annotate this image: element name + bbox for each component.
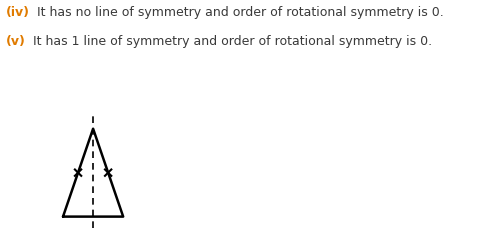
Text: It has 1 line of symmetry and order of rotational symmetry is 0.: It has 1 line of symmetry and order of r… bbox=[29, 35, 433, 48]
Text: (v): (v) bbox=[6, 35, 26, 48]
Text: It has no line of symmetry and order of rotational symmetry is 0.: It has no line of symmetry and order of … bbox=[33, 6, 444, 19]
Text: (iv): (iv) bbox=[6, 6, 30, 19]
